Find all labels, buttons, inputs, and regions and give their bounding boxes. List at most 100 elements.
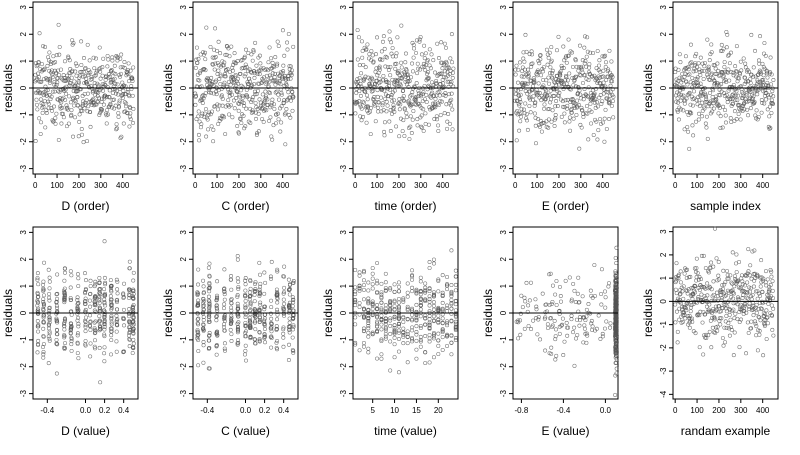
- data-point: [401, 326, 406, 331]
- data-point: [366, 280, 371, 285]
- data-point: [449, 97, 454, 102]
- data-point: [686, 322, 691, 327]
- data-point: [288, 76, 293, 81]
- data-point: [361, 278, 366, 283]
- data-point: [368, 105, 373, 110]
- data-point: [98, 76, 103, 81]
- data-point: [243, 47, 248, 52]
- data-point: [201, 327, 206, 332]
- data-point: [734, 261, 738, 266]
- data-point: [545, 93, 550, 98]
- data-point: [411, 108, 416, 113]
- data-point: [53, 84, 58, 89]
- data-point: [427, 333, 432, 338]
- data-point: [392, 328, 397, 333]
- data-point: [72, 98, 77, 103]
- data-point: [401, 88, 406, 93]
- data-point: [257, 289, 262, 294]
- data-point: [677, 306, 682, 311]
- data-point: [131, 315, 136, 320]
- data-point: [736, 112, 741, 117]
- data-point: [118, 56, 123, 61]
- data-point: [569, 107, 574, 112]
- data-point: [388, 286, 393, 291]
- data-point: [127, 289, 132, 294]
- data-point: [41, 44, 46, 49]
- data-point: [131, 295, 136, 300]
- data-point: [127, 325, 132, 330]
- data-point: [687, 90, 692, 95]
- x-tick-label: 200: [712, 406, 726, 415]
- data-point: [574, 317, 579, 322]
- data-point: [201, 299, 206, 304]
- data-point: [748, 81, 753, 85]
- data-point: [65, 105, 70, 110]
- data-point: [716, 273, 721, 278]
- data-point: [93, 328, 98, 333]
- data-point: [392, 304, 397, 309]
- data-point: [692, 63, 697, 68]
- data-point: [688, 102, 693, 107]
- x-tick-label: 0.4: [118, 406, 130, 415]
- data-point: [450, 127, 455, 132]
- data-point: [613, 284, 618, 289]
- data-point: [445, 119, 450, 124]
- data-point: [257, 315, 262, 320]
- data-point: [127, 327, 132, 332]
- data-point: [404, 111, 409, 116]
- data-point: [210, 55, 215, 60]
- data-point: [613, 324, 618, 329]
- data-point: [738, 117, 743, 122]
- data-point: [68, 298, 73, 302]
- y-tick-label: 1: [19, 283, 28, 288]
- data-point: [756, 72, 761, 77]
- data-point: [114, 329, 119, 334]
- data-point: [98, 292, 103, 297]
- y-tick-label: -2: [659, 344, 668, 352]
- data-point: [285, 47, 290, 52]
- data-point: [740, 289, 745, 294]
- data-point: [388, 339, 393, 344]
- data-point: [274, 327, 279, 332]
- data-point: [359, 118, 364, 123]
- data-point: [275, 80, 280, 85]
- data-point: [97, 307, 102, 312]
- data-point: [108, 80, 113, 85]
- data-point: [126, 72, 131, 77]
- x-tick-label: 300: [94, 181, 108, 190]
- data-point: [689, 111, 694, 116]
- data-point: [449, 283, 454, 288]
- data-point: [201, 303, 206, 308]
- data-point: [415, 123, 420, 128]
- data-point: [438, 60, 443, 65]
- data-point: [427, 360, 432, 365]
- data-point: [523, 101, 528, 106]
- data-point: [693, 68, 698, 73]
- data-point: [396, 307, 401, 312]
- data-point: [88, 304, 93, 309]
- data-point: [263, 340, 267, 345]
- data-point: [388, 129, 393, 134]
- data-point: [686, 287, 691, 292]
- data-point: [370, 330, 375, 335]
- data-point: [561, 66, 566, 70]
- data-point: [445, 282, 450, 287]
- data-point: [195, 292, 200, 297]
- data-point: [421, 61, 426, 66]
- data-point: [354, 90, 359, 95]
- y-tick-label: 0: [339, 85, 348, 90]
- data-point: [687, 325, 692, 330]
- data-point: [701, 253, 706, 258]
- data-point: [731, 82, 736, 87]
- data-point: [576, 68, 581, 73]
- data-point: [608, 321, 613, 326]
- data-point: [41, 297, 46, 302]
- data-point: [357, 270, 362, 275]
- data-point: [62, 278, 67, 283]
- data-point: [558, 69, 563, 74]
- data-point: [358, 93, 363, 98]
- y-tick-label: 1: [19, 58, 28, 63]
- data-point: [538, 53, 543, 58]
- data-point: [62, 290, 67, 295]
